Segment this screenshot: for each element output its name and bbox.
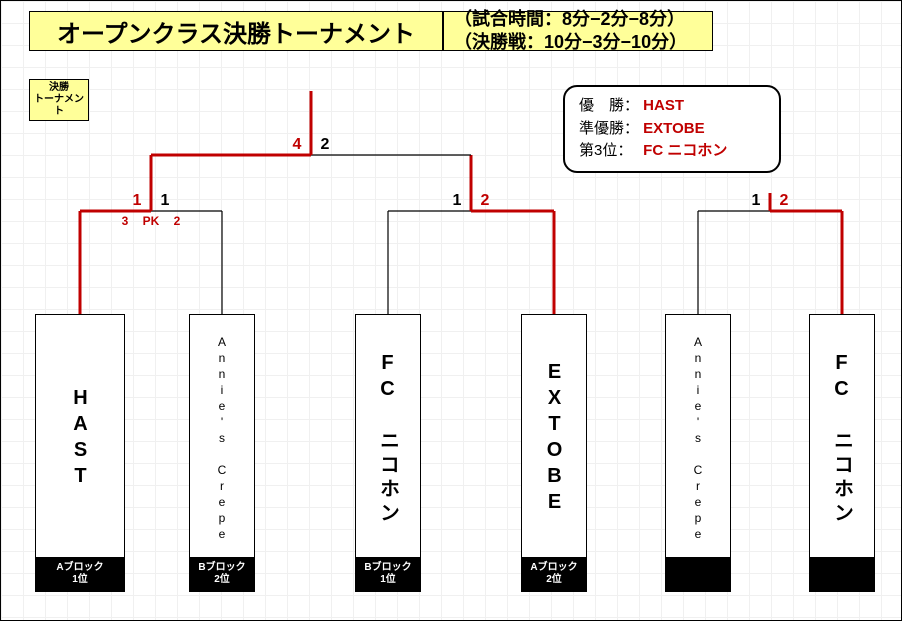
svg-text:2: 2 <box>481 192 490 209</box>
page: オープンクラス決勝トーナメント （試合時間：8分−2分−8分） （決勝戦：10分… <box>0 0 902 621</box>
team-foot-2: Bブロック1位 <box>356 557 420 591</box>
team-foot-0: Aブロック1位 <box>36 557 124 591</box>
svg-text:3: 3 <box>122 214 129 228</box>
results-label-2: 準優勝： <box>579 118 639 141</box>
team-foot-1: Bブロック2位 <box>190 557 254 591</box>
team-foot-line2-3: 2位 <box>546 574 562 586</box>
team-foot-line2-0: 1位 <box>72 574 88 586</box>
title-sub-banner: （試合時間：8分−2分−8分） （決勝戦：10分−3分−10分） <box>443 11 713 51</box>
svg-text:2: 2 <box>174 214 181 228</box>
results-value-3: FC ニコホン <box>643 142 727 159</box>
results-label-3: 第3位： <box>579 140 639 163</box>
team-foot-3: Aブロック2位 <box>522 557 586 591</box>
results-row-1: 優 勝： HAST <box>579 95 765 118</box>
results-box: 優 勝： HAST 準優勝： EXTOBE 第3位： FC ニコホン <box>563 85 781 173</box>
svg-text:2: 2 <box>780 192 789 209</box>
team-name-5: FC ニコホン <box>810 323 874 555</box>
svg-text:1: 1 <box>161 192 170 209</box>
team-foot-line2-1: 2位 <box>214 574 230 586</box>
corner-label-line1: 決勝 <box>34 82 84 94</box>
team-box-0: HASTAブロック1位 <box>35 314 125 592</box>
svg-text:1: 1 <box>133 192 142 209</box>
team-foot-4 <box>666 557 730 591</box>
team-box-2: FC ニコホンBブロック1位 <box>355 314 421 592</box>
title-main-text: オープンクラス決勝トーナメント <box>57 14 415 49</box>
team-name-4: Annie's Crepe <box>666 323 730 555</box>
corner-label-line2: トーナメント <box>34 94 84 118</box>
team-box-5: FC ニコホン <box>809 314 875 592</box>
team-foot-5 <box>810 557 874 591</box>
team-box-1: Annie's CrepeBブロック2位 <box>189 314 255 592</box>
team-name-3: EXTOBE <box>522 323 586 555</box>
svg-text:PK: PK <box>143 214 160 228</box>
team-box-4: Annie's Crepe <box>665 314 731 592</box>
team-foot-line1-2: Bブロック <box>364 562 411 574</box>
team-foot-line1-3: Aブロック <box>530 562 577 574</box>
title-sub-line2: （決勝戦：10分−3分−10分） <box>454 31 687 54</box>
svg-text:2: 2 <box>321 136 330 153</box>
svg-text:1: 1 <box>752 192 761 209</box>
title-sub-line1: （試合時間：8分−2分−8分） <box>454 8 685 31</box>
team-name-0: HAST <box>36 323 124 555</box>
results-row-2: 準優勝： EXTOBE <box>579 118 765 141</box>
team-box-3: EXTOBEAブロック2位 <box>521 314 587 592</box>
team-name-1: Annie's Crepe <box>190 323 254 555</box>
team-foot-line1-0: Aブロック <box>56 562 103 574</box>
team-foot-line1-1: Bブロック <box>198 562 245 574</box>
results-value-2: EXTOBE <box>643 120 704 137</box>
title-main-banner: オープンクラス決勝トーナメント <box>29 11 443 51</box>
results-row-3: 第3位： FC ニコホン <box>579 140 765 163</box>
team-foot-line2-2: 1位 <box>380 574 396 586</box>
results-value-1: HAST <box>643 97 684 114</box>
svg-text:1: 1 <box>453 192 462 209</box>
svg-text:4: 4 <box>293 136 302 153</box>
team-name-2: FC ニコホン <box>356 323 420 555</box>
results-label-1: 優 勝： <box>579 95 639 118</box>
corner-label: 決勝 トーナメント <box>29 79 89 121</box>
